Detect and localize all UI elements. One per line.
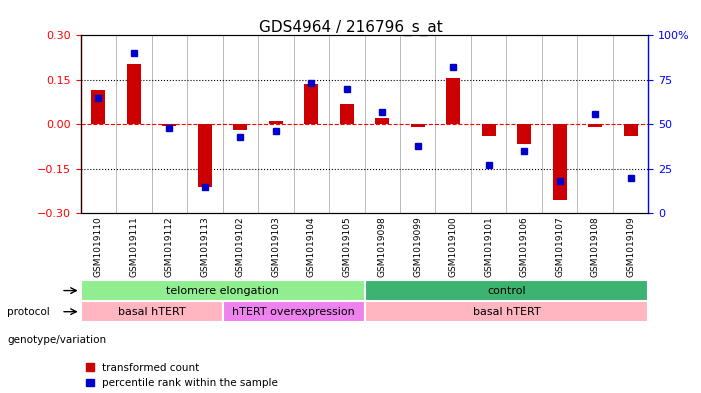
Text: GSM1019111: GSM1019111 bbox=[130, 217, 138, 277]
Bar bbox=[624, 124, 638, 136]
Text: GSM1019100: GSM1019100 bbox=[449, 217, 458, 277]
Bar bbox=[304, 84, 318, 124]
Text: GSM1019108: GSM1019108 bbox=[591, 217, 599, 277]
Text: hTERT overexpression: hTERT overexpression bbox=[232, 307, 355, 317]
Text: GSM1019099: GSM1019099 bbox=[414, 217, 422, 277]
Text: GSM1019107: GSM1019107 bbox=[555, 217, 564, 277]
Bar bbox=[446, 78, 461, 124]
Bar bbox=[552, 124, 567, 200]
Bar bbox=[81, 301, 223, 322]
Bar bbox=[91, 90, 105, 124]
Text: GSM1019106: GSM1019106 bbox=[519, 217, 529, 277]
Bar bbox=[365, 280, 648, 301]
Text: GSM1019110: GSM1019110 bbox=[94, 217, 103, 277]
Text: GSM1019098: GSM1019098 bbox=[378, 217, 387, 277]
Bar bbox=[233, 124, 247, 130]
Text: GSM1019101: GSM1019101 bbox=[484, 217, 494, 277]
Text: control: control bbox=[487, 286, 526, 296]
Text: protocol: protocol bbox=[7, 307, 50, 318]
Bar bbox=[223, 301, 365, 322]
Text: GSM1019112: GSM1019112 bbox=[165, 217, 174, 277]
Bar bbox=[365, 301, 648, 322]
Text: basal hTERT: basal hTERT bbox=[472, 307, 540, 317]
Legend: transformed count, percentile rank within the sample: transformed count, percentile rank withi… bbox=[86, 363, 278, 388]
Text: GSM1019104: GSM1019104 bbox=[307, 217, 315, 277]
Bar bbox=[81, 280, 365, 301]
Bar bbox=[375, 118, 389, 124]
Bar bbox=[411, 124, 425, 127]
Bar bbox=[198, 124, 212, 187]
Text: telomere elongation: telomere elongation bbox=[166, 286, 279, 296]
Bar bbox=[482, 124, 496, 136]
Bar bbox=[127, 64, 141, 124]
Text: GDS4964 / 216796_s_at: GDS4964 / 216796_s_at bbox=[259, 20, 442, 36]
Bar bbox=[588, 124, 602, 127]
Bar bbox=[268, 121, 283, 124]
Text: GSM1019102: GSM1019102 bbox=[236, 217, 245, 277]
Text: genotype/variation: genotype/variation bbox=[7, 335, 106, 345]
Text: GSM1019109: GSM1019109 bbox=[626, 217, 635, 277]
Text: basal hTERT: basal hTERT bbox=[118, 307, 186, 317]
Text: GSM1019103: GSM1019103 bbox=[271, 217, 280, 277]
Text: GSM1019113: GSM1019113 bbox=[200, 217, 210, 277]
Bar bbox=[340, 104, 354, 124]
Bar bbox=[162, 124, 177, 126]
Text: GSM1019105: GSM1019105 bbox=[342, 217, 351, 277]
Bar bbox=[517, 124, 531, 143]
